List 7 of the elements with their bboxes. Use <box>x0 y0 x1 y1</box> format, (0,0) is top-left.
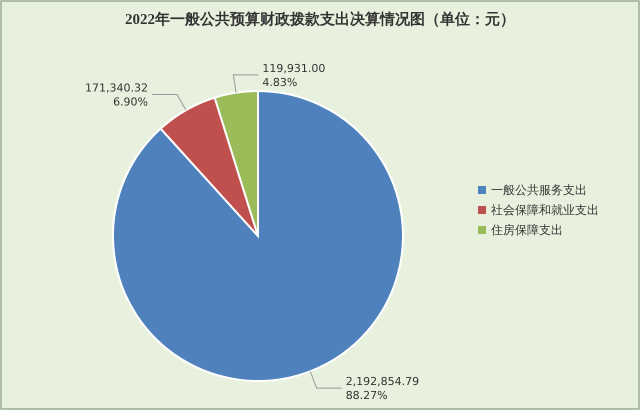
chart-title: 2022年一般公共预算财政拨款支出决算情况图（单位：元） <box>125 11 515 28</box>
legend-label: 社会保障和就业支出 <box>491 203 599 217</box>
data-label: 2,192,854.79 88.27% <box>346 375 420 402</box>
data-label: 119,931.00 4.83% <box>262 62 326 89</box>
data-label: 171,340.32 6.90% <box>85 82 148 109</box>
legend-label: 一般公共服务支出 <box>491 183 587 197</box>
legend-label: 住房保障支出 <box>490 223 563 237</box>
